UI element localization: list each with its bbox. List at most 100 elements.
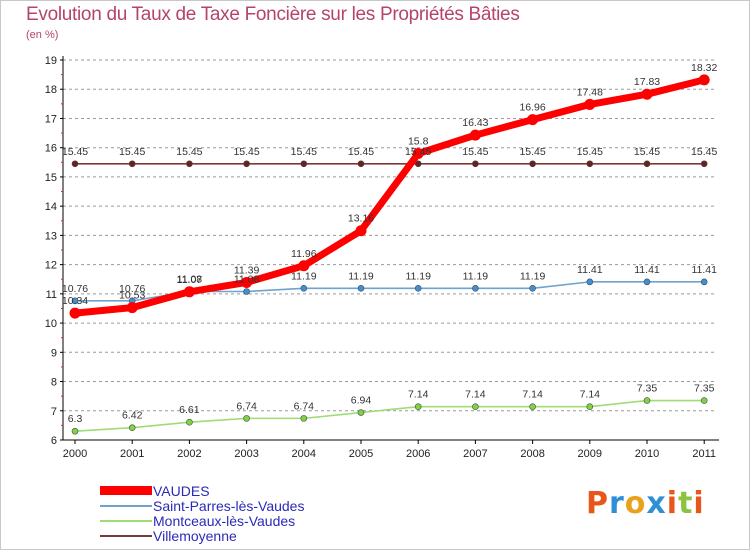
data-label: 16.96 <box>519 102 545 114</box>
y-tick-label: 17 <box>45 113 57 125</box>
data-label: 15.45 <box>634 146 660 158</box>
data-label: 11.19 <box>520 270 546 282</box>
x-tick-label: 2006 <box>406 448 430 460</box>
data-point <box>700 160 708 168</box>
data-point <box>641 88 653 100</box>
y-tick-label: 15 <box>45 172 57 184</box>
data-point <box>71 160 79 168</box>
data-point <box>586 403 594 410</box>
y-tick-label: 16 <box>45 143 57 155</box>
data-point <box>700 397 708 404</box>
data-label: 6.42 <box>122 410 143 422</box>
data-label: 7.14 <box>408 389 429 401</box>
data-label: 17.83 <box>634 76 660 88</box>
data-point <box>529 403 536 410</box>
y-tick-label: 12 <box>45 260 57 272</box>
data-point <box>527 114 539 126</box>
data-label: 15.45 <box>233 146 259 158</box>
data-label: 15.45 <box>291 146 317 158</box>
x-tick-label: 2007 <box>463 448 487 460</box>
data-label: 15.45 <box>405 146 431 158</box>
y-tick-label: 9 <box>51 347 57 359</box>
data-point <box>355 225 367 237</box>
data-label: 11.19 <box>463 270 489 282</box>
logo-letter: P <box>586 486 609 521</box>
data-point <box>529 284 536 292</box>
data-label: 11.41 <box>577 264 603 276</box>
data-point <box>586 160 594 168</box>
y-tick-label: 7 <box>51 406 57 418</box>
y-tick-label: 18 <box>45 84 57 96</box>
data-point <box>71 297 79 305</box>
data-point <box>300 415 308 422</box>
series-line <box>71 76 708 317</box>
data-point <box>128 160 136 168</box>
data-label: 10.76 <box>119 283 145 295</box>
y-tick-label: 6 <box>51 435 57 447</box>
data-point <box>186 418 193 426</box>
data-label: 6.74 <box>236 400 257 412</box>
x-tick-label: 2008 <box>520 448 544 460</box>
data-point <box>128 424 136 432</box>
data-label: 6.61 <box>179 404 200 416</box>
data-point <box>643 278 651 286</box>
data-label: 7.14 <box>580 389 601 401</box>
data-point <box>414 160 422 168</box>
y-tick-label: 10 <box>45 318 57 330</box>
x-tick-label: 2001 <box>120 448 144 460</box>
data-label: 11.08 <box>234 274 260 286</box>
data-label: 18.32 <box>691 62 717 74</box>
y-tick-label: 8 <box>51 377 57 389</box>
data-point <box>698 74 710 86</box>
data-label: 11.19 <box>291 270 317 282</box>
data-point <box>472 160 479 168</box>
x-tick-label: 2005 <box>349 448 373 460</box>
data-point <box>700 278 708 286</box>
legend-label-villemoyenne: Villemoyenne <box>153 528 237 544</box>
x-tick-label: 2003 <box>234 448 258 460</box>
data-label: 15.45 <box>519 146 545 158</box>
data-label: 10.34 <box>62 295 88 307</box>
y-tick-label: 14 <box>45 201 57 213</box>
data-label: 15.45 <box>691 146 717 158</box>
data-point <box>300 160 308 168</box>
logo-letter: x <box>646 486 667 521</box>
legend-swatch-vaudes <box>100 486 152 495</box>
data-label: 15.45 <box>577 146 603 158</box>
data-label: 6.94 <box>351 395 372 407</box>
y-tick-label: 19 <box>45 55 57 67</box>
x-tick-label: 2000 <box>63 448 87 460</box>
data-point <box>472 284 479 292</box>
data-point <box>71 427 79 435</box>
data-point <box>241 276 253 288</box>
data-point <box>126 302 138 314</box>
proxiti-logo: Proxiti <box>586 486 705 521</box>
data-point <box>584 98 596 110</box>
data-label: 11.07 <box>177 274 203 286</box>
data-point <box>529 160 536 168</box>
x-tick-label: 2002 <box>177 448 201 460</box>
data-label: 7.35 <box>637 383 658 395</box>
y-tick-label: 13 <box>45 230 57 242</box>
data-point <box>243 288 250 295</box>
data-point <box>412 148 424 160</box>
legend-swatch-villemoyenne <box>100 535 152 537</box>
data-label: 11.41 <box>691 264 717 276</box>
data-point <box>243 160 250 168</box>
data-label: 15.8 <box>408 136 429 148</box>
data-label: 15.45 <box>62 146 88 158</box>
data-label: 11.96 <box>291 248 317 260</box>
data-point <box>186 160 193 168</box>
data-label: 6.3 <box>68 413 83 425</box>
data-label: 15.45 <box>462 146 488 158</box>
data-label: 7.14 <box>465 389 486 401</box>
data-label: 11.41 <box>634 264 660 276</box>
data-label: 10.76 <box>62 283 88 295</box>
data-label: 15.45 <box>176 146 202 158</box>
legend-label-vaudes: VAUDES <box>153 483 210 499</box>
data-point <box>298 260 310 272</box>
legend-label-montceaux: Montceaux-lès-Vaudes <box>153 513 296 529</box>
data-label: 10.53 <box>119 290 145 302</box>
